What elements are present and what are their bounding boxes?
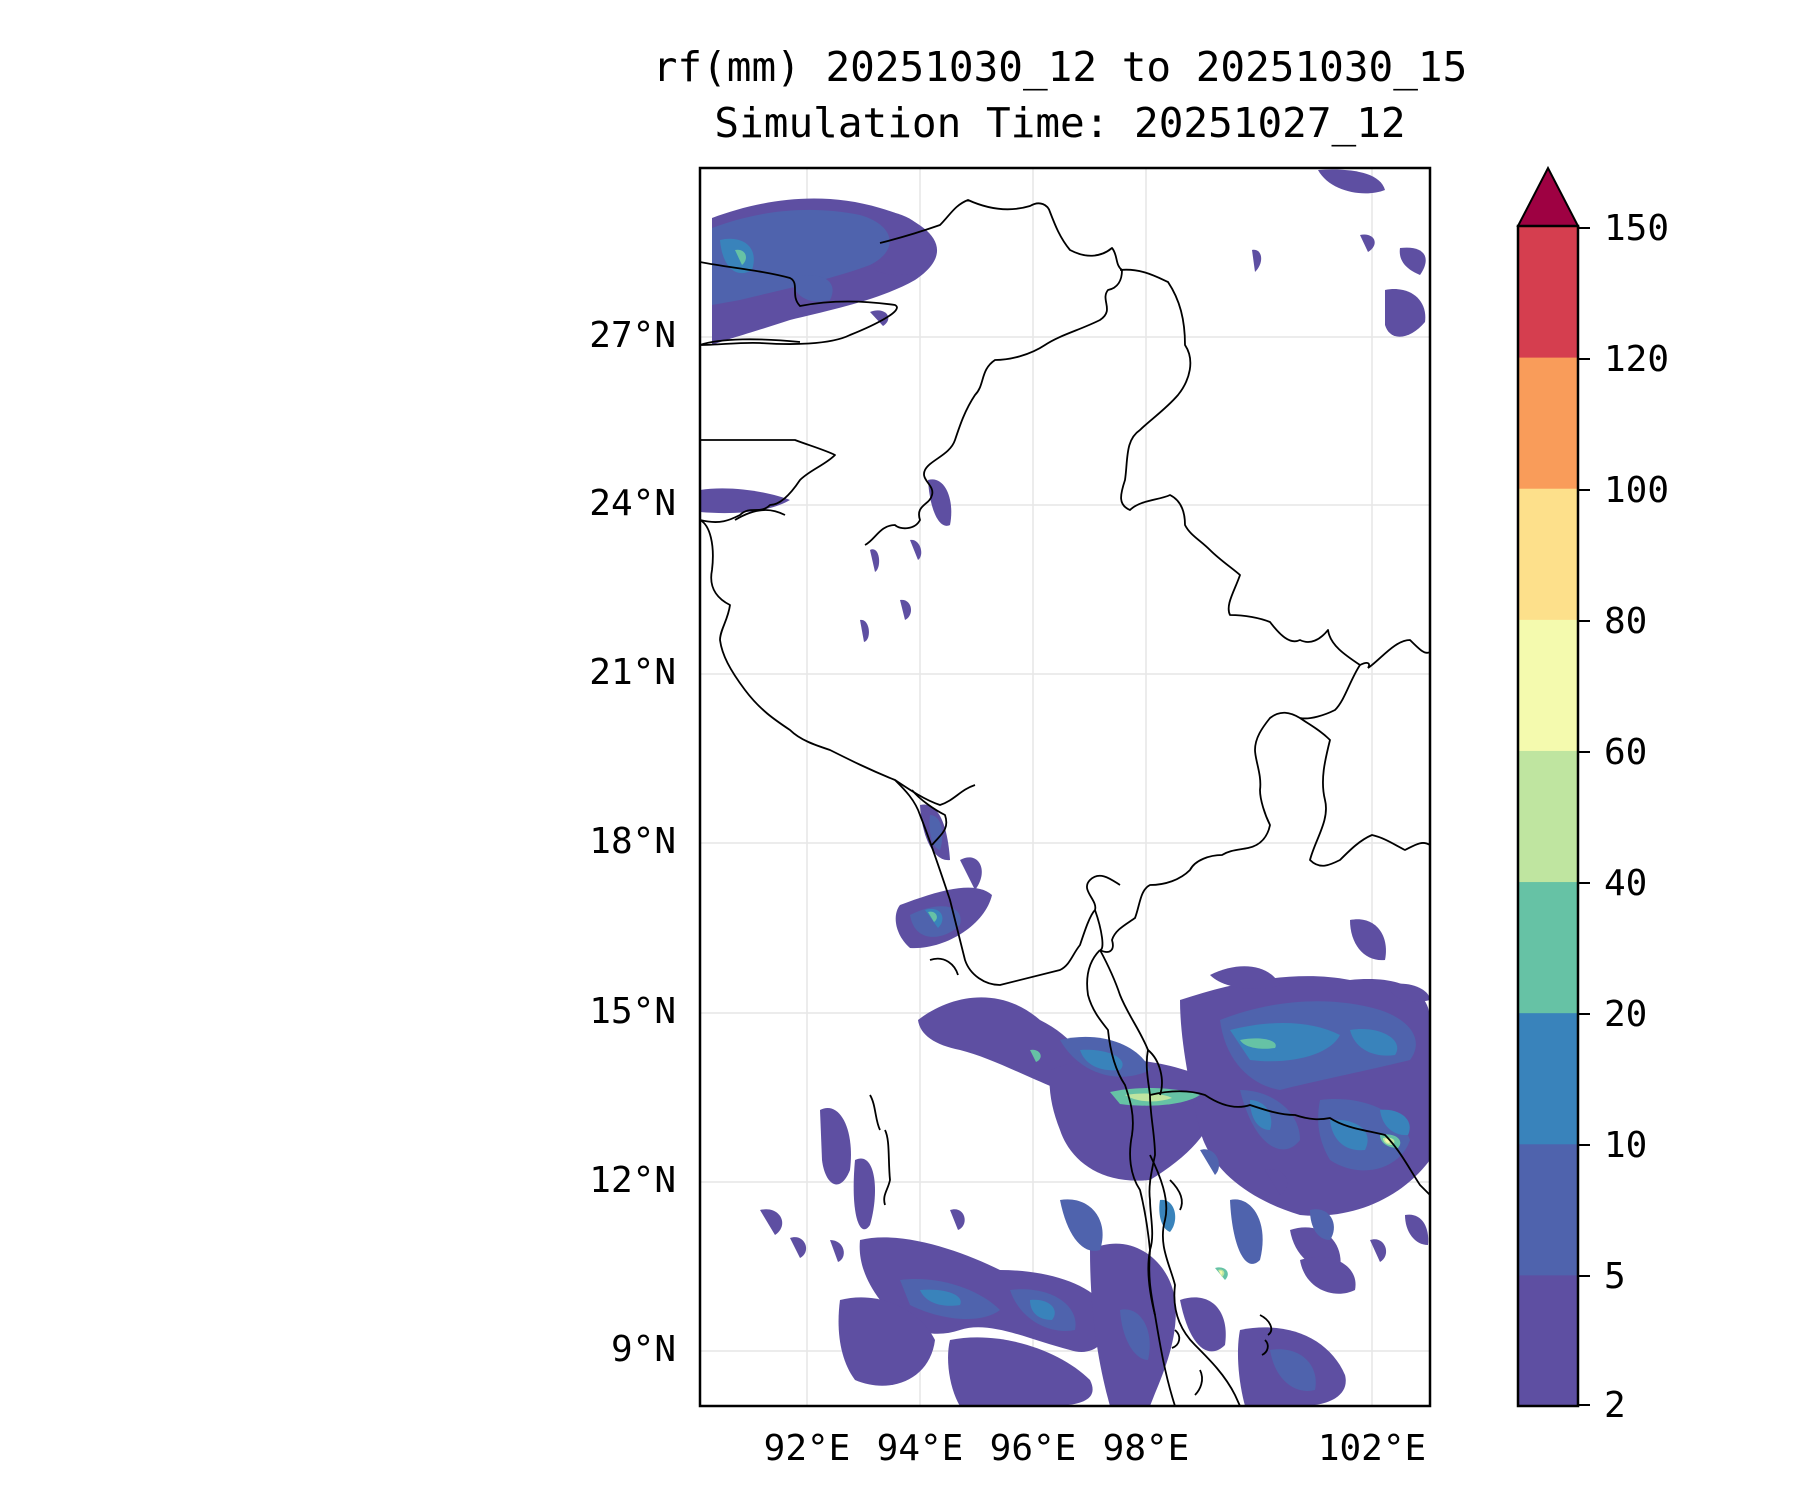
colorbar-ticks [1578,227,1590,1406]
lon-tick-label: 92°E [764,1428,851,1469]
colorbar-tick-label: 80 [1604,601,1647,642]
colorbar-extend-arrow [1516,165,1580,227]
country-borders-and-coastlines [700,199,1430,1406]
colorbar-band [1518,881,1578,1014]
lon-tick-label: 98°E [1103,1428,1190,1469]
colorbar-frame [1516,224,1580,1408]
lon-tick-label: 96°E [990,1428,1077,1469]
colorbar-tick-label: 100 [1604,470,1669,511]
colorbar-tick-label: 2 [1604,1385,1626,1426]
colorbar-tick-label: 120 [1604,339,1669,380]
lat-tick-label: 15°N [589,991,676,1032]
lat-tick-label: 24°N [589,483,676,524]
latitude-axis: 27°N 24°N 21°N 18°N 15°N 12°N 9°N [589,315,676,1370]
colorbar-band [1518,619,1578,751]
colorbar: 150 120 100 80 60 40 20 10 5 2 [1516,165,1669,1426]
lat-tick-label: 9°N [611,1329,676,1370]
lon-tick-label: 94°E [877,1428,964,1469]
map-title-line-1: rf(mm) 20251030_12 to 20251030_15 [652,43,1468,91]
colorbar-band [1518,226,1578,358]
colorbar-band [1518,1143,1578,1276]
colorbar-tick-label: 5 [1604,1256,1626,1297]
colorbar-tick-label: 10 [1604,1125,1647,1166]
map-frame [698,166,1432,1408]
colorbar-tick-label: 40 [1604,863,1647,904]
colorbar-band [1518,1012,1578,1145]
colorbar-tick-label: 60 [1604,732,1647,773]
lat-tick-label: 21°N [589,652,676,693]
colorbar-band [1518,357,1578,489]
map-title-line-2: Simulation Time: 20251027_12 [714,99,1406,147]
colorbar-tick-label: 20 [1604,994,1647,1035]
colorbar-band [1518,488,1578,620]
colorbar-bands [1518,226,1578,1407]
longitude-axis: 92°E 94°E 96°E 98°E 102°E [764,1428,1427,1469]
lat-tick-label: 27°N [589,315,676,356]
colorbar-band [1518,1274,1578,1407]
lat-tick-label: 18°N [589,821,676,862]
colorbar-band [1518,750,1578,883]
lat-tick-label: 12°N [589,1160,676,1201]
lon-tick-label: 102°E [1318,1428,1426,1469]
colorbar-tick-label: 150 [1604,208,1669,249]
